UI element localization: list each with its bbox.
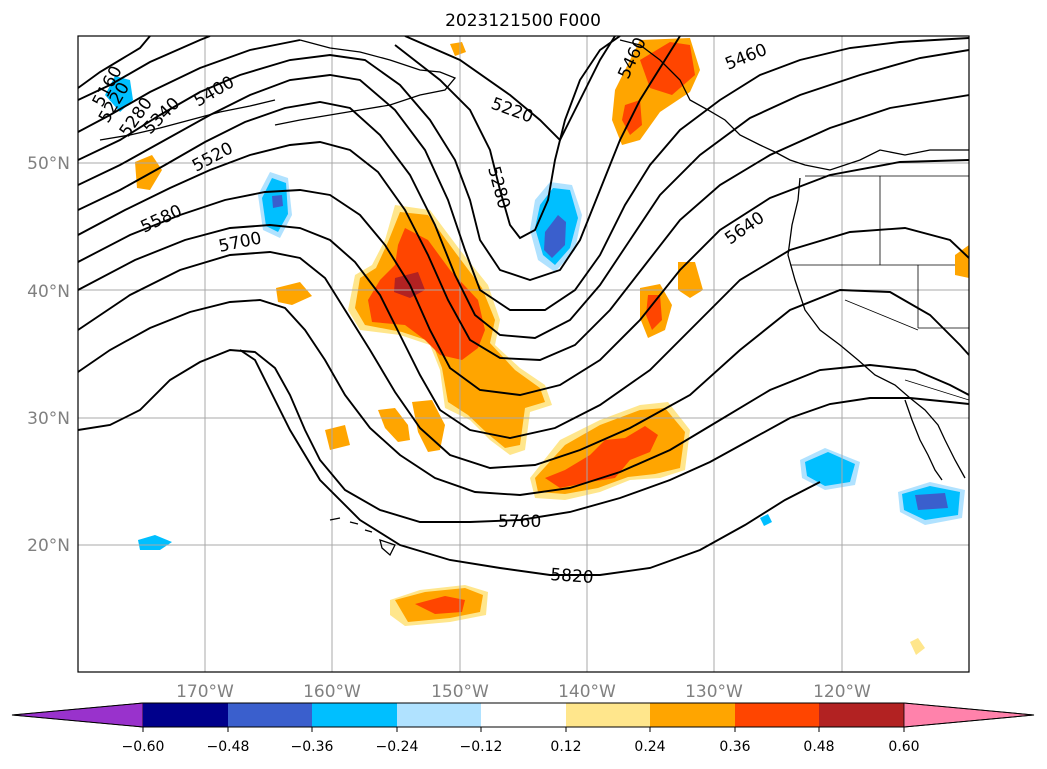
north-america-coast bbox=[619, 39, 969, 171]
positive-anomaly-patch-7 bbox=[678, 262, 703, 298]
map-frame bbox=[77, 35, 970, 673]
negative-anomaly-southeast-2-blue bbox=[915, 493, 948, 510]
colorbar-swatch-9 bbox=[819, 703, 904, 727]
positive-anomaly-patch-3 bbox=[325, 425, 350, 450]
us-west-coast bbox=[787, 177, 966, 479]
positive-anomaly-patch-1 bbox=[378, 408, 410, 442]
colorbar-swatch-1 bbox=[143, 703, 228, 727]
colorbar-tick-label: −0.12 bbox=[460, 739, 503, 755]
negative-anomaly-bering bbox=[105, 76, 133, 112]
lon-label-120w: 120°W bbox=[813, 682, 871, 702]
lat-label-50n: 50°N bbox=[27, 154, 70, 174]
contour-5820b bbox=[239, 349, 821, 576]
positive-anomaly-dot-2 bbox=[450, 42, 466, 56]
contour-5160 bbox=[78, 36, 151, 89]
contour-5340 bbox=[78, 36, 681, 282]
negative-anomaly-dot bbox=[760, 514, 772, 526]
contour-label-5820: 5820 bbox=[550, 565, 595, 588]
contour-label-5760: 5760 bbox=[498, 512, 541, 532]
colorbar-tick-label: 0.24 bbox=[634, 739, 665, 755]
hawaii-islands bbox=[329, 517, 396, 557]
positive-anomaly-dot-1 bbox=[910, 638, 925, 655]
contour-5580 bbox=[78, 159, 969, 396]
map-title: 2023121500 F000 bbox=[445, 11, 601, 31]
colorbar-tick-label: −0.36 bbox=[291, 739, 334, 755]
lon-label-160w: 160°W bbox=[303, 682, 361, 702]
positive-anomaly-patch-4 bbox=[276, 282, 312, 305]
colorbar-tick-label: −0.60 bbox=[122, 739, 165, 755]
colorbar-swatch-0 bbox=[11, 702, 144, 728]
positive-anomaly-south-band-red bbox=[545, 426, 658, 488]
map-background bbox=[78, 36, 969, 672]
aleutian-chain bbox=[99, 99, 276, 141]
colorbar-swatch-8 bbox=[735, 703, 819, 727]
colorbar-tick-label: 0.48 bbox=[803, 739, 834, 755]
contour-5700 bbox=[78, 251, 969, 469]
longitude-labels: 170°W 160°W 150°W 140°W 130°W 120°W bbox=[176, 682, 871, 702]
colorbar-tick-marks bbox=[142, 727, 905, 732]
positive-anomaly-patch-6-red bbox=[646, 295, 662, 330]
positive-anomaly-patch-2 bbox=[412, 400, 445, 452]
lon-label-130w: 130°W bbox=[685, 682, 743, 702]
lon-label-140w: 140°W bbox=[558, 682, 616, 702]
colorbar-swatch-6 bbox=[566, 703, 650, 727]
negative-anomaly-gulf-blue bbox=[544, 215, 566, 258]
baja-california bbox=[904, 399, 943, 481]
latitude-labels: 50°N 40°N 30°N 20°N bbox=[27, 154, 70, 556]
contour-5760 bbox=[78, 299, 969, 496]
contour-5820 bbox=[78, 349, 969, 523]
lat-label-20n: 20°N bbox=[27, 536, 70, 556]
coastlines bbox=[99, 39, 969, 557]
lat-label-30n: 30°N bbox=[27, 409, 70, 429]
colorbar-swatch-5 bbox=[481, 703, 566, 727]
colorbar-swatch-3 bbox=[312, 703, 397, 727]
positive-anomaly-central-red bbox=[368, 228, 485, 360]
positive-anomaly-patch-8-red bbox=[415, 596, 465, 614]
contour-5280 bbox=[78, 36, 621, 240]
colorbar-tick-label: −0.24 bbox=[376, 739, 419, 755]
map-panel: 5160 5220 5280 5340 5400 5460 5520 5580 … bbox=[78, 36, 969, 672]
contour-5400 bbox=[78, 37, 969, 311]
contour-5520 bbox=[78, 94, 969, 361]
alaska-coast bbox=[274, 39, 457, 126]
positive-anomaly-east-coast bbox=[955, 245, 969, 278]
colorbar-swatch-2 bbox=[228, 703, 312, 727]
colorbar-swatch-10 bbox=[903, 702, 1035, 728]
colorbar: −0.60 −0.48 −0.36 −0.24 −0.12 0.12 0.24 … bbox=[11, 702, 1035, 755]
contour-5640 bbox=[78, 224, 969, 439]
colorbar-tick-label: 0.60 bbox=[888, 739, 919, 755]
lat-label-40n: 40°N bbox=[27, 282, 70, 302]
lon-label-150w: 150°W bbox=[431, 682, 489, 702]
colorbar-tick-label: 0.36 bbox=[719, 739, 750, 755]
negative-anomaly-west-blue bbox=[272, 195, 283, 208]
lon-label-170w: 170°W bbox=[176, 682, 234, 702]
negative-anomaly-hawaii-west bbox=[138, 535, 172, 550]
colorbar-swatch-4 bbox=[397, 703, 481, 727]
positive-anomaly-patch-5 bbox=[135, 155, 162, 190]
height-contours bbox=[78, 36, 969, 576]
colorbar-tick-label: 0.12 bbox=[550, 739, 581, 755]
colorbar-swatch-7 bbox=[650, 703, 735, 727]
contour-5460 bbox=[78, 49, 969, 339]
colorbar-tick-label: −0.48 bbox=[207, 739, 250, 755]
